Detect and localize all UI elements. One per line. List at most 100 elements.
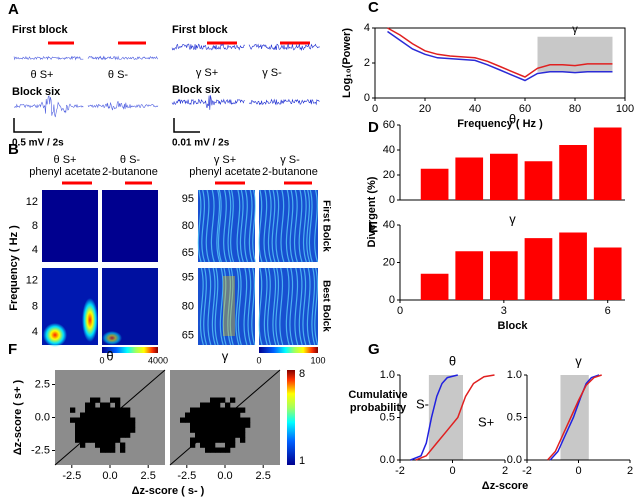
heatmap-cell [215,407,221,413]
heatmap-cell [85,432,91,438]
heatmap-cell [105,437,111,443]
x-tick-label: 2.5 [256,470,271,482]
spectrogram-texture [289,267,294,346]
heatmap-cell [210,422,216,428]
y-tick-label: 4 [364,22,370,34]
heatmap-cell [215,427,221,433]
heatmap-cell [90,402,96,408]
scale-label: 0.5 mV / 2s [12,138,64,149]
heatmap-cell [100,407,106,413]
heatmap-cell [215,447,221,453]
spectrogram-texture [267,189,272,263]
panel-label: D [368,119,379,136]
heatmap-cell [95,417,101,423]
spectrogram-texture [275,189,280,263]
heatmap-cell [75,437,81,443]
spectrogram-texture [236,189,241,263]
trace-label: γ S- [262,67,282,79]
heatmap-cell [210,397,216,403]
chart-title: γ [575,353,582,368]
y-axis-label: probability [350,402,407,414]
heatmap-cell [225,427,231,433]
heatmap-cell [115,437,121,443]
heatmap-cell [200,402,206,408]
heatmap-cell [190,422,196,428]
heatmap-cell [110,417,116,423]
heatmap-cell [105,402,111,408]
heatmap-cell [100,402,106,408]
y-tick-label: -2.5 [31,444,50,456]
heatmap-cell [85,402,91,408]
heatmap-cell [95,412,101,418]
y-axis-label: Cumulative [348,389,407,401]
y-tick-label: 8 [32,300,38,312]
heatmap-cell [90,422,96,428]
y-tick-label: 65 [182,329,194,341]
heatmap-cell [115,402,121,408]
y-tick-label: 95 [182,193,194,205]
spectrogram-texture [311,267,316,346]
spectrogram-blob [43,323,67,347]
heatmap-cell [75,422,81,428]
spectrogram-texture [244,189,249,263]
spectrogram-texture [298,267,303,346]
heatmap-cell [90,397,96,403]
line [387,30,613,82]
y-tick-label: 2 [364,57,370,69]
heatmap-cell [90,432,96,438]
heatmap-cell [120,447,126,453]
heatmap-cell [230,437,236,443]
panel-label: A [8,1,19,18]
x-tick-label: 40 [469,103,481,115]
x-tick-label: 0 [397,305,403,317]
trace-title: First block [172,24,229,36]
spectrogram-texture [237,267,242,346]
heatmap-cell [105,427,111,433]
trace [87,100,159,111]
heatmap-cell [225,437,231,443]
spectrogram-texture [251,267,256,346]
y-tick-label: 65 [182,247,194,259]
y-tick-label: 60 [383,119,395,131]
heatmap-cell [120,407,126,413]
spectrogram-texture [223,189,228,263]
heatmap-cell [95,427,101,433]
y-tick-label: 80 [182,220,194,232]
odor-label: 2-butanone [102,166,158,178]
heatmap-cell [220,427,226,433]
heatmap-cell [80,412,86,418]
heatmap-cell [110,432,116,438]
heatmap-cell [205,422,211,428]
spectrogram-texture [298,189,303,263]
x-tick-label: 3 [501,305,507,317]
spectrogram-hot [223,276,235,336]
bar [593,247,622,300]
spectrogram-texture [285,267,290,346]
spectrogram-texture [271,189,276,263]
heatmap-cell [205,432,211,438]
heatmap-cell [205,412,211,418]
heatmap-cell [200,437,206,443]
x-axis-label: Δz-score [482,480,528,492]
line [415,374,495,461]
trace [87,55,159,61]
line [549,374,600,461]
bar [420,168,449,200]
heatmap-cell [125,407,131,413]
row-label: Best Bolck [320,280,331,332]
heatmap-cell [230,442,236,448]
heatmap-cell [100,437,106,443]
heatmap-cell [90,412,96,418]
heatmap-cell [195,407,201,413]
heatmap-cell [220,437,226,443]
trace [248,43,320,52]
heatmap-cell [80,427,86,433]
heatmap-cell [235,432,241,438]
heatmap-cell [85,412,91,418]
heatmap-cell [240,437,246,443]
x-tick-label: 60 [519,103,531,115]
trace-title: Block six [12,86,61,98]
y-tick-label: 0 [364,92,370,104]
y-tick-label: 20 [383,169,395,181]
